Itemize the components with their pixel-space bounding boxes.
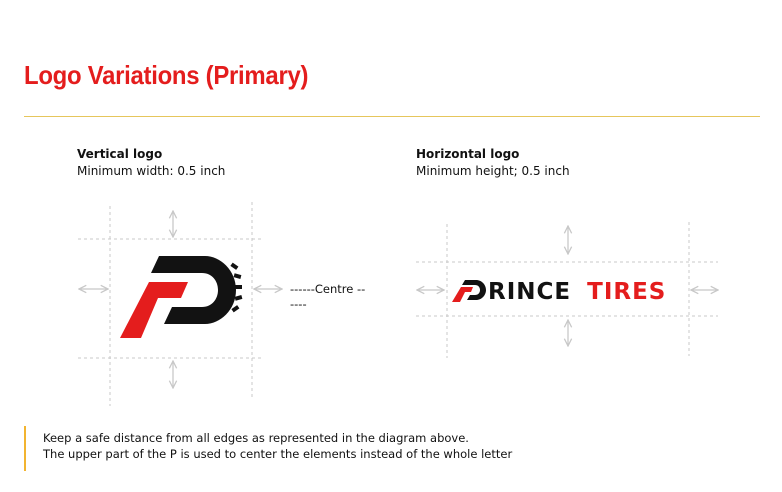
note-line-1: Keep a safe distance from all edges as r… bbox=[43, 431, 469, 445]
horizontal-logo-subtext: Minimum height; 0.5 inch bbox=[416, 164, 570, 178]
horizontal-guides bbox=[416, 222, 718, 358]
wordmark-tires: TIRES bbox=[587, 279, 666, 305]
vertical-logo-spec: Vertical logo Minimum width: 0.5 inch bbox=[77, 146, 225, 180]
p-monogram-icon bbox=[452, 280, 486, 302]
p-tire-treads bbox=[230, 262, 243, 313]
horizontal-arrows bbox=[417, 226, 718, 346]
vertical-logo-heading: Vertical logo bbox=[77, 147, 163, 161]
note-line-2: The upper part of the P is used to cente… bbox=[43, 447, 513, 461]
vertical-logo-subtext: Minimum width: 0.5 inch bbox=[77, 164, 226, 178]
p-red-stem bbox=[120, 282, 188, 338]
page-title: Logo Variations (Primary) bbox=[24, 60, 309, 90]
horizontal-logo-spec: Horizontal logo Minimum height; 0.5 inch bbox=[416, 146, 570, 180]
wordmark-text: RINCE TIRES bbox=[488, 279, 666, 305]
centre-label: ------Centre -- ---- bbox=[290, 282, 366, 311]
p-wheel-monogram-icon bbox=[120, 256, 243, 338]
safety-note: Keep a safe distance from all edges as r… bbox=[24, 426, 512, 471]
prince-tires-wordmark: RINCE TIRES bbox=[452, 279, 666, 305]
p-black-bowl bbox=[151, 256, 236, 324]
vertical-arrows bbox=[79, 211, 282, 388]
title-divider bbox=[24, 116, 760, 117]
vertical-guides bbox=[78, 202, 264, 406]
wordmark-prince: RINCE bbox=[488, 279, 571, 305]
horizontal-logo-heading: Horizontal logo bbox=[416, 147, 520, 161]
